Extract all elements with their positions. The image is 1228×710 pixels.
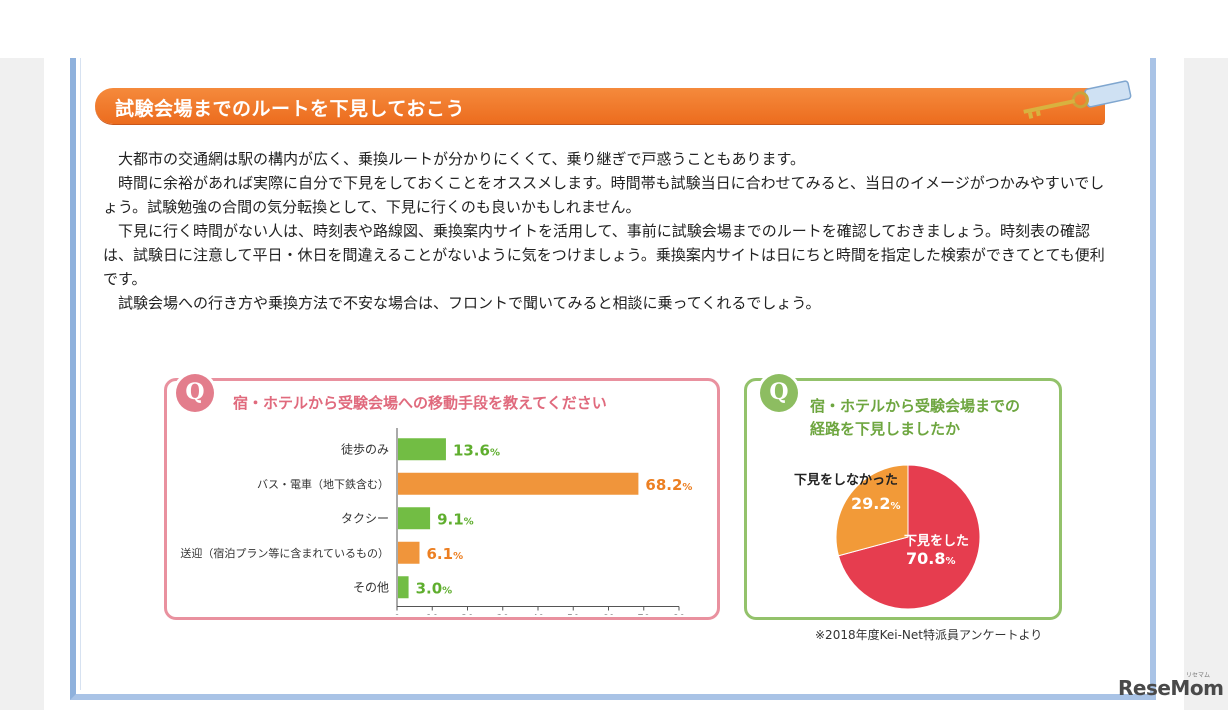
preview-question-line: 宿・ホテルから受験会場までの [810,397,1021,415]
paragraph: 時間に余裕があれば実際に自分で下見をしておくことをオススメします。時間帯も試験当… [103,174,1105,216]
section-title: 試験会場までのルートを下見しておこう [115,98,465,120]
bar [398,507,431,530]
resemom-logo: ReseMom [1118,676,1224,700]
preview-question-title: 宿・ホテルから受験会場までの 経路を下見しましたか [810,395,1050,441]
bar [398,576,409,599]
x-tick-label: 30 [496,614,509,616]
pie-slice [837,464,981,610]
x-tick-label: 0 [394,614,400,616]
pie-slice-name: 下見をしなかった [794,473,899,488]
transport-question-panel [164,378,720,620]
x-tick-label: 40 [532,614,545,616]
category-label: タクシー [341,511,389,525]
preview-pie-chart [835,464,981,610]
key-icon [1023,80,1132,119]
category-label: その他 [353,580,389,594]
x-tick-label: 10 [426,614,439,616]
pie-slice-value: 70.8% [906,549,956,568]
category-label: バス・電車（地下鉄含む） [257,477,389,491]
q-badge-preview: Q [760,374,798,412]
section-banner: 試験会場までのルートを下見しておこう [95,88,1105,124]
bar-value-label: 13.6% [453,441,500,459]
category-label: 送迎（宿泊プラン等に含まれているもの） [180,546,389,560]
top-margin [0,0,1228,58]
paragraph: 下見に行く時間がない人は、時刻表や路線図、乗換案内サイトを活用して、事前に試験会… [103,222,1105,288]
q-badge-transport: Q [176,374,214,412]
preview-question-line: 経路を下見しましたか [810,420,961,438]
frame-divider [80,58,81,690]
x-tick-label: 50 [567,614,580,616]
transport-bar-chart: 0 10 20 30 40 50 60 70 80 徒歩のみ 13.6% バス・電車（地下鉄含む） 68… [180,428,692,616]
category-label: 徒歩のみ [341,441,389,456]
bar-value-label: 3.0% [416,579,453,597]
bar [398,472,639,495]
paragraph: 大都市の交通網は駅の構内が広く、乗換ルートが分かりにくくて、乗り継ぎで戸惑うこと… [118,150,806,168]
resemom-logo-sub: リセマム [1186,672,1211,679]
x-tick-label: 20 [461,614,474,616]
x-tick-label: 70 [637,614,650,616]
bar-value-label: 68.2% [645,476,692,494]
pie-slice-value: 29.2% [851,494,901,513]
paragraph: 試験会場への行き方や乗換方法で不安な場合は、フロントで聞いてみると相談に乗ってく… [118,294,821,312]
bar [398,438,446,461]
pie-slice [835,464,909,557]
pie-slice-name: 下見をした [904,534,970,549]
bar-value-label: 9.1% [437,510,474,528]
bar-value-label: 6.1% [427,545,464,563]
transport-question-title: 宿・ホテルから受験会場への移動手段を教えてください [233,394,607,412]
content-frame [70,58,1156,700]
x-tick-label: 60 [602,614,615,616]
x-tick-label: 80 [673,614,686,616]
bar [398,541,420,564]
article-body: 大都市の交通網は駅の構内が広く、乗換ルートが分かりにくくて、乗り継ぎで戸惑うこと… [103,147,1118,315]
source-note: ※2018年度Kei-Net特派員アンケートより [815,628,1043,642]
